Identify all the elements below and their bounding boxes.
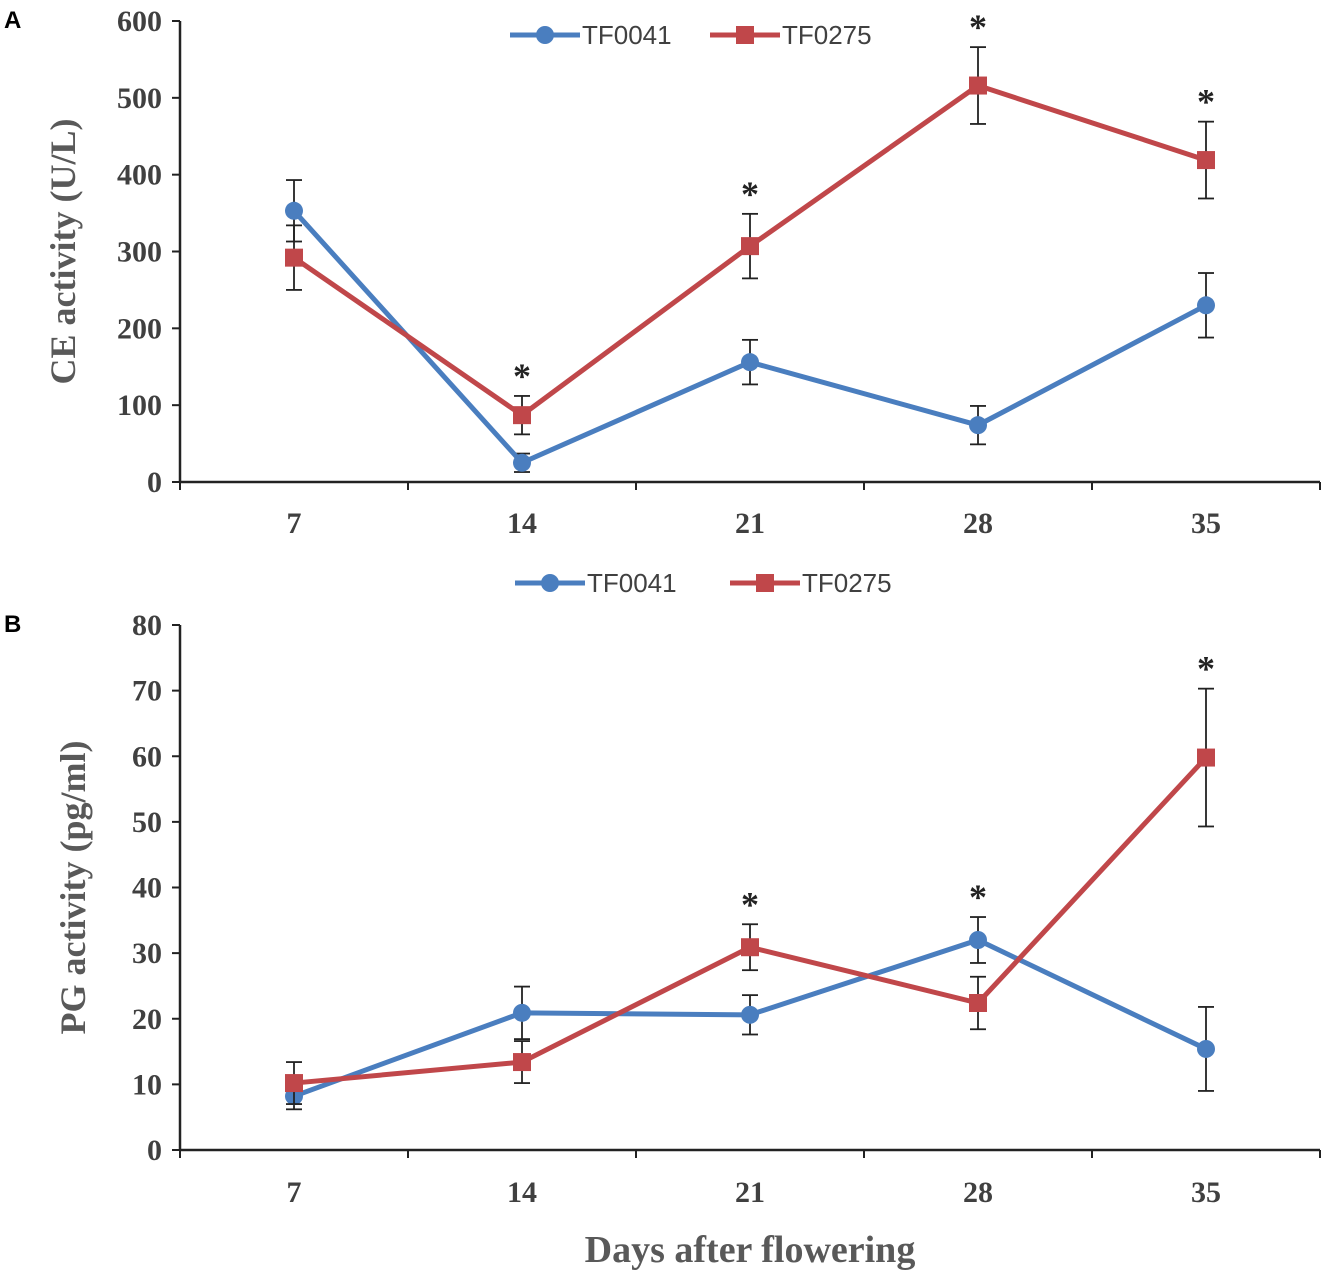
legend-marker — [541, 574, 559, 592]
data-point — [969, 994, 987, 1012]
panel-label: A — [4, 7, 21, 34]
significance-marker: * — [969, 7, 987, 47]
y-tick-label: 600 — [117, 5, 162, 38]
data-point — [1197, 296, 1215, 315]
significance-marker: * — [969, 877, 987, 917]
y-axis-label: CE activity (U/L) — [43, 119, 83, 385]
data-point — [969, 931, 987, 949]
x-tick-label: 35 — [1191, 507, 1221, 540]
x-tick-label: 28 — [963, 1176, 993, 1209]
y-tick-label: 10 — [132, 1068, 162, 1101]
y-tick-label: 60 — [132, 740, 162, 773]
significance-marker: * — [1197, 649, 1215, 689]
data-point — [741, 237, 759, 256]
legend-label: TF0041 — [587, 568, 677, 598]
y-tick-label: 20 — [132, 1003, 162, 1036]
y-tick-label: 30 — [132, 937, 162, 970]
series-tf0041 — [285, 179, 1215, 473]
x-tick-label: 21 — [735, 507, 765, 540]
data-point — [741, 353, 759, 372]
x-tick-label: 7 — [287, 507, 302, 540]
legend-marker — [536, 26, 554, 44]
significance-marker: * — [741, 884, 759, 924]
legend-marker — [756, 574, 774, 592]
x-axis-label: Days after flowering — [585, 1229, 916, 1271]
y-tick-label: 500 — [117, 82, 162, 115]
data-point — [513, 1003, 531, 1022]
data-point — [285, 201, 303, 220]
panel-b: B 0 10 20 30 40 50 60 70 80 7 14 21 28 35 PG activity (… — [4, 568, 1321, 1271]
data-point — [285, 248, 303, 267]
data-point — [1197, 748, 1215, 767]
data-point — [741, 938, 759, 957]
data-point — [969, 416, 987, 435]
y-axis-label: PG activity (pg/ml) — [53, 741, 93, 1035]
y-tick-label: 400 — [117, 159, 162, 192]
data-point — [513, 1053, 531, 1072]
data-point — [285, 1074, 303, 1093]
data-point — [513, 406, 531, 425]
y-tick-label: 0 — [147, 466, 162, 499]
data-point — [1197, 1039, 1215, 1058]
legend-label: TF0041 — [582, 20, 672, 50]
x-tick-label: 28 — [963, 507, 993, 540]
y-tick-label: 100 — [117, 389, 162, 422]
data-point — [969, 76, 987, 95]
legend-label: TF0275 — [782, 20, 872, 50]
x-tick-label: 7 — [287, 1176, 302, 1209]
series-tf0275 — [285, 46, 1215, 436]
significance-marker: * — [741, 174, 759, 214]
legend-label: TF0275 — [802, 568, 892, 598]
legend-marker — [736, 26, 754, 44]
y-tick-label: 50 — [132, 806, 162, 839]
data-point — [741, 1005, 759, 1024]
x-tick-label: 14 — [507, 1176, 537, 1209]
significance-marker: * — [1197, 82, 1215, 122]
y-tick-label: 300 — [117, 236, 162, 269]
data-point — [1197, 151, 1215, 170]
significance-marker: * — [513, 356, 531, 396]
data-point — [513, 453, 531, 472]
panel-label: B — [4, 611, 21, 638]
y-tick-label: 40 — [132, 872, 162, 905]
x-tick-label: 35 — [1191, 1176, 1221, 1209]
series-tf0275 — [285, 687, 1215, 1105]
x-tick-label: 14 — [507, 507, 537, 540]
y-tick-label: 70 — [132, 675, 162, 708]
y-tick-label: 80 — [132, 609, 162, 642]
x-tick-label: 21 — [735, 1176, 765, 1209]
panel-a: A 0 100 200 300 400 500 600 7 14 21 28 35 CE activity… — [4, 5, 1321, 540]
y-tick-label: 0 — [147, 1134, 162, 1167]
y-tick-label: 200 — [117, 312, 162, 345]
